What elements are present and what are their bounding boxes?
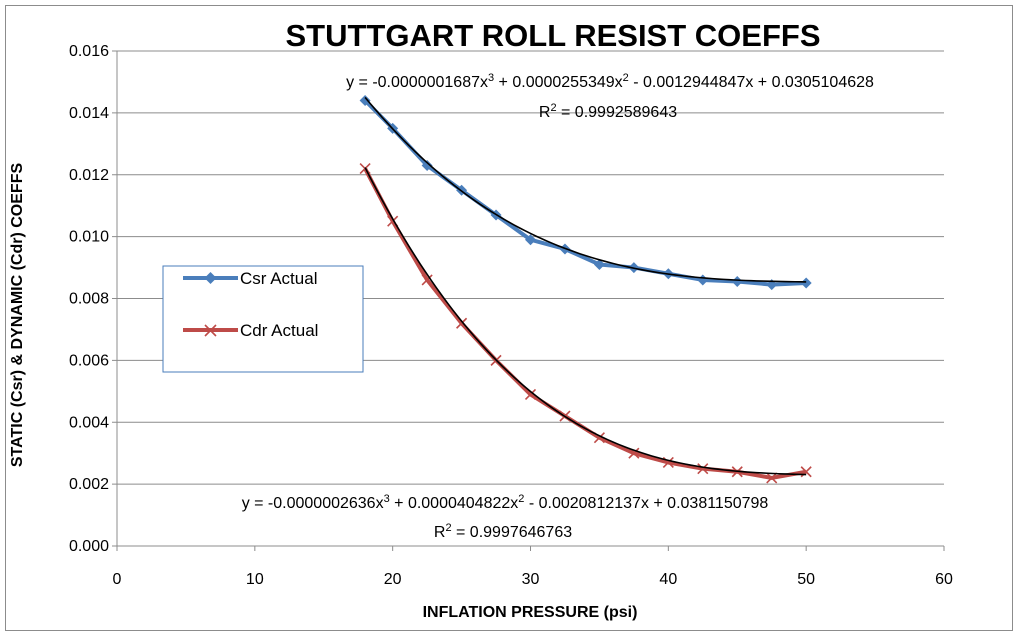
csr-trendline: [364, 96, 807, 283]
x-tick-label: 0: [113, 571, 122, 588]
legend-cdr-marker: [204, 324, 217, 337]
x-axis-title: INFLATION PRESSURE (psi): [423, 604, 638, 621]
chart-title: STUTTGART ROLL RESIST COEFFS: [285, 18, 820, 53]
legend-box: [162, 265, 364, 373]
cdr-data-point: [697, 463, 709, 475]
legend-cdr-label: Cdr Actual: [240, 321, 318, 340]
csr-data-point: [593, 258, 605, 270]
legend-csr-marker: [204, 272, 217, 284]
csr-data-point: [697, 274, 709, 286]
csr-trend-equation: y = -0.0000001687x3​ + 0.0000255349x2​ -…: [346, 72, 874, 91]
cdr-data-point: [628, 447, 640, 459]
cdr-trend-equation: y = -0.0000002636x3​ + 0.0000404822x2​ -…: [242, 493, 769, 512]
cdr-data-point: [456, 317, 468, 329]
y-tick-label: 0.000: [69, 538, 109, 555]
series-layer: [359, 95, 812, 484]
x-tick-label: 20: [384, 571, 402, 588]
axes: 0.000 0.002 0.004 0.006 0.008 0.010 0.012 0.014…: [69, 43, 953, 588]
legend: Csr Actual Cdr Actual: [162, 265, 364, 373]
csr-series: [359, 95, 812, 291]
x-tick-label: 30: [522, 571, 540, 588]
y-tick-label: 0.008: [69, 291, 109, 308]
x-tick-label: 50: [797, 571, 815, 588]
cdr-data-point: [524, 388, 537, 400]
csr-data-point: [731, 275, 743, 287]
y-tick-label: 0.004: [69, 414, 109, 431]
cdr-trendline: [364, 167, 807, 476]
csr-trend-r2: R2​ = 0.9992589643: [539, 102, 677, 121]
csr-data-point: [525, 234, 536, 246]
cdr-data-point: [766, 472, 778, 484]
csr-data-point: [800, 277, 812, 289]
y-tick-label: 0.002: [69, 476, 109, 493]
x-tick-label: 40: [659, 571, 677, 588]
y-tick-label: 0.012: [69, 167, 109, 184]
y-tick-label: 0.006: [69, 352, 109, 369]
cdr-series: [359, 162, 812, 484]
x-tick-label: 60: [935, 571, 953, 588]
cdr-trend-r2: R2​ = 0.9997646763: [434, 522, 572, 541]
y-axis-title: STATIC (Csr) & DYNAMIC (Cdr) COEFFS: [9, 163, 26, 468]
cdr-data-point: [421, 274, 433, 286]
csr-data-point: [421, 159, 433, 171]
csr-data-point: [359, 95, 371, 106]
csr-series-line: [363, 99, 807, 287]
y-tick-label: 0.010: [69, 229, 109, 246]
legend-csr-label: Csr Actual: [240, 269, 317, 288]
y-tick-label: 0.014: [69, 105, 109, 122]
cdr-series-line: [363, 167, 807, 480]
y-tick-label: 0.016: [69, 43, 109, 60]
x-tick-label: 10: [246, 571, 264, 588]
